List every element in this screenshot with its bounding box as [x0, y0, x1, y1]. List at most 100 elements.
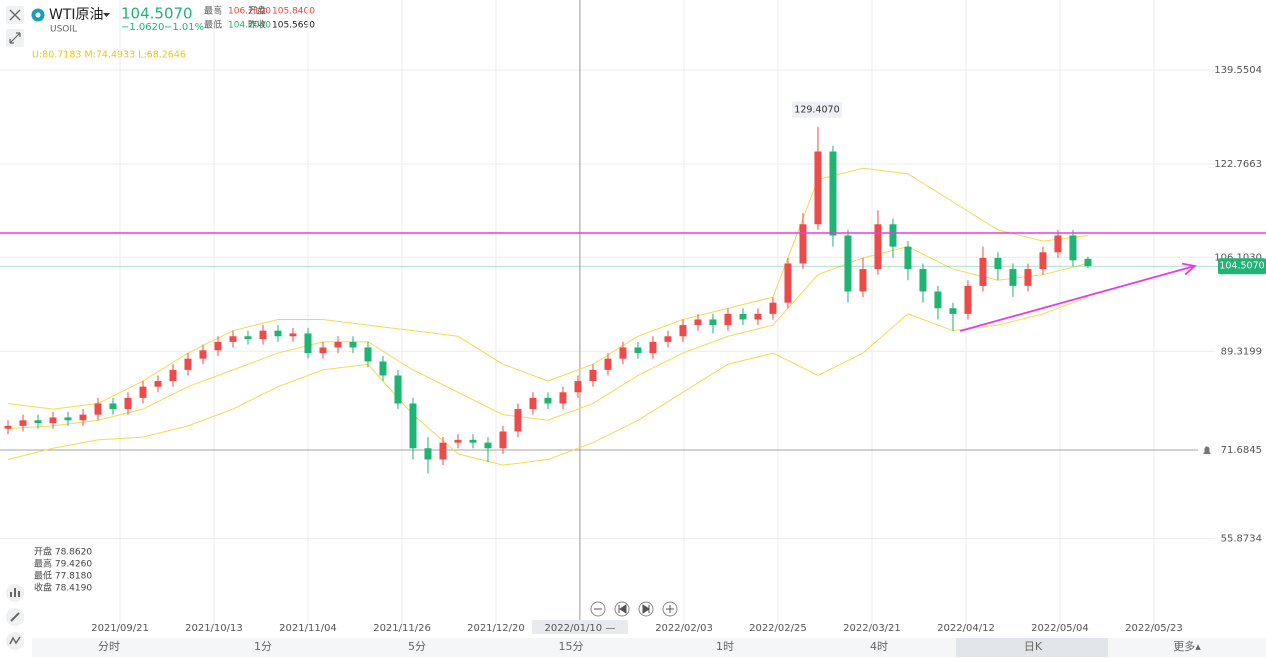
x-tick-label: 2022/02/03 [655, 623, 713, 634]
candle-body [34, 420, 42, 424]
candle-body [379, 361, 387, 376]
symbol-code: USOIL [50, 25, 77, 35]
x-tick-label: 2022/04/12 [937, 623, 995, 634]
peak-label-bg [791, 101, 842, 118]
candle-body [274, 330, 282, 337]
candle-body [859, 269, 867, 292]
candle-body [214, 341, 222, 351]
stat-value: 105.8400 [272, 7, 315, 17]
y-tick-label: 89.3199 [1221, 346, 1262, 357]
stat-value: 106.2100 [228, 7, 271, 17]
candle-body [829, 151, 837, 236]
left-toolbar [6, 584, 24, 650]
indicator-values: U:80.7183 M:74.4933 L:68.2646 [32, 50, 186, 61]
candle-body [94, 403, 102, 415]
band-line [7, 296, 1089, 466]
candle-body [649, 341, 657, 354]
candle-body [124, 397, 132, 410]
candle-body [994, 257, 1002, 270]
candle-body [289, 333, 297, 337]
stat-label: 昨收 [248, 19, 266, 31]
go-start-icon [618, 604, 627, 614]
tab[interactable]: 1分 [254, 640, 272, 653]
crosshair-label-bg [531, 620, 628, 634]
tab[interactable]: 1时 [716, 640, 734, 653]
candle-body [754, 313, 762, 320]
y-tick-label: 122.7663 [1214, 159, 1262, 170]
indicator-icon [10, 588, 20, 597]
candle-body [874, 224, 882, 270]
tab[interactable]: 15分 [559, 640, 584, 653]
trend-arrowhead [1181, 262, 1197, 276]
candle-body [604, 358, 612, 370]
candle-body [784, 263, 792, 303]
tab[interactable]: 分时 [98, 640, 120, 653]
candle-body [139, 386, 147, 398]
candle-body [544, 397, 552, 404]
y-tick-label: 139.5504 [1214, 65, 1262, 76]
compare-icon [9, 636, 21, 645]
draw-icon [10, 612, 20, 622]
stat-label: 最高 [204, 5, 222, 17]
candle-body [79, 414, 87, 421]
candle-body [454, 439, 462, 443]
candle-body [1054, 235, 1062, 253]
last-price-label: 104.5070 [1219, 261, 1264, 272]
candle-body [154, 381, 162, 387]
candle-body [169, 369, 177, 382]
candle-body [304, 333, 312, 354]
candle-body [319, 347, 327, 354]
stat-label: 最低 [204, 19, 222, 31]
symbol-caret[interactable] [103, 13, 110, 17]
info-line: 开盘 78.8620 [34, 546, 92, 558]
nav-buttons [590, 601, 678, 617]
candle-body [514, 409, 522, 432]
crosshair-label: 2022/01/10 — [545, 623, 616, 634]
candle-body [529, 397, 537, 410]
alert-bell [1203, 446, 1211, 455]
plot: 139.5504 122.7663 106.1030 89.3199 55.8734 20… [0, 0, 1266, 634]
candle-body [334, 341, 342, 348]
candle-body [904, 246, 912, 270]
info-line: 最低 77.8180 [34, 570, 92, 582]
last-price: 104.5070 [121, 5, 193, 23]
x-tick-label: 2021/09/21 [91, 623, 149, 634]
collapse-icon [9, 32, 21, 44]
candle-body [244, 336, 252, 340]
candle-body [619, 347, 627, 359]
tab[interactable]: 5分 [408, 640, 426, 653]
candle-body [229, 336, 237, 342]
x-tick-label: 2022/02/25 [749, 623, 807, 634]
x-tick-label: 2021/12/20 [467, 623, 525, 634]
candle-body [184, 358, 192, 370]
info-line: 最高 79.4260 [34, 558, 92, 570]
candle-body [64, 417, 72, 421]
symbol-name[interactable]: WTI原油 [49, 7, 104, 23]
candle-body [1009, 269, 1017, 286]
change: −1.0620 [121, 22, 164, 33]
tab-active-bg [956, 638, 1108, 657]
x-tick-label: 2021/11/04 [279, 623, 337, 634]
stat-value: 105.5690 [272, 21, 315, 31]
candle-body [1084, 258, 1092, 267]
x-tick-label: 2021/11/26 [373, 623, 431, 634]
candle-body [394, 375, 402, 404]
candle-body [964, 285, 972, 314]
x-tick-label: 2022/05/04 [1031, 623, 1089, 634]
candle-body [949, 308, 957, 314]
zoom-in-icon [666, 605, 674, 613]
candle-body [424, 448, 432, 460]
tab[interactable]: 更多▴ [1173, 639, 1201, 653]
close-icon [9, 9, 21, 21]
tabs: 分时 1分 5分 15分 1时 4时 日K 更多▴ [98, 638, 1201, 657]
candle-body [1039, 252, 1047, 270]
change-pct: −1.01% [164, 22, 204, 33]
tab[interactable]: 日K [1024, 640, 1043, 653]
candle-body [769, 302, 777, 314]
tab[interactable]: 4时 [870, 640, 888, 653]
candle-body [499, 431, 507, 449]
candle-body [919, 269, 927, 292]
